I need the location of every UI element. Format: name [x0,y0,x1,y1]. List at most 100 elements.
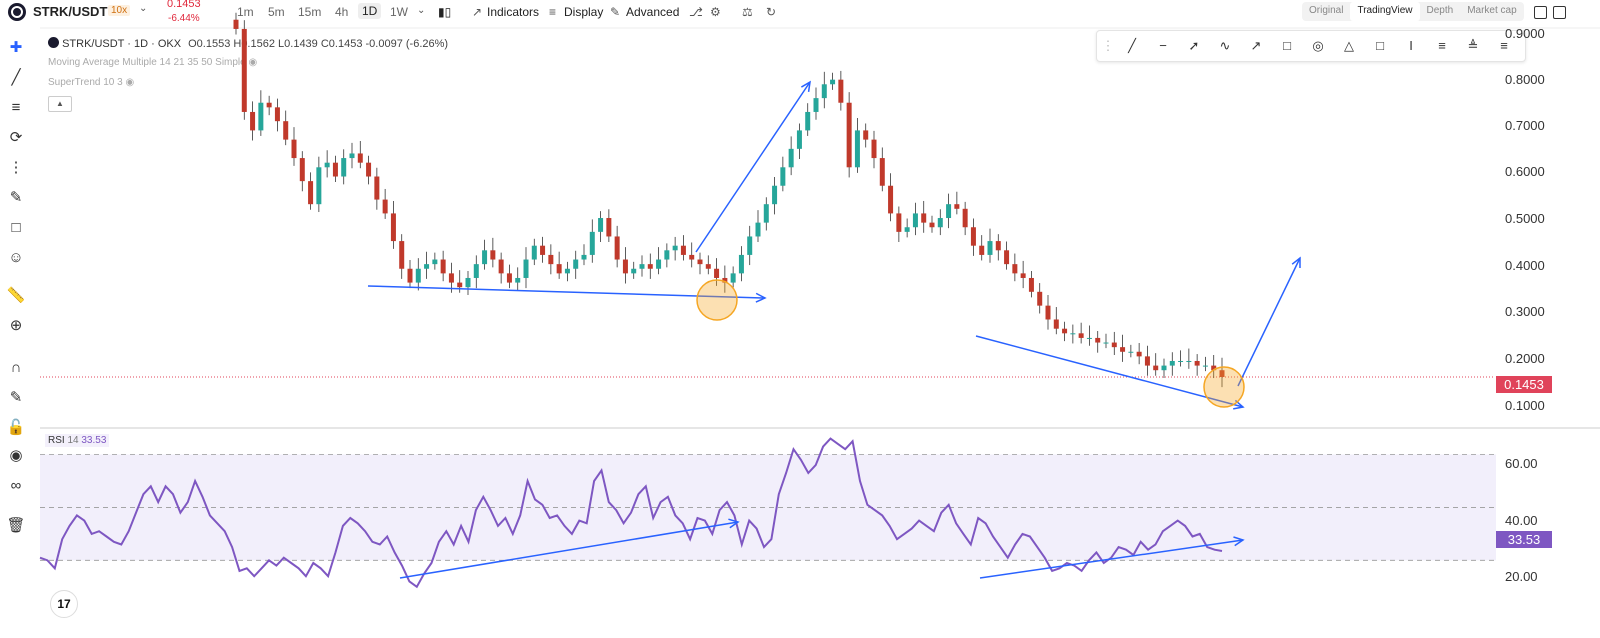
timeframe-1w[interactable]: 1W [390,5,408,19]
ma-indicator-label[interactable]: Moving Average Multiple 14 21 35 50 Simp… [48,57,257,68]
candle-body [1128,351,1134,353]
candle-body [929,222,935,228]
link-icon[interactable]: ∞ [10,477,22,494]
drawing-toolbar: ⋮ ╱ − ➚ ∿ ↗ □ ◎ △ □ I ≡ ≜ ≡ [1096,30,1526,62]
view-original-tab[interactable]: Original [1309,5,1344,16]
path-tool-icon[interactable]: ∿ [1219,38,1231,53]
collapse-legend-button[interactable]: ▲ [48,96,72,112]
advanced-icon[interactable]: ✎ [610,5,621,19]
candle-body [987,241,993,255]
candle-body [697,259,703,265]
arrow-tool-icon[interactable]: ↗ [1250,38,1262,53]
candle-body [581,254,587,260]
display-icon[interactable]: ≡ [549,5,557,19]
line-tool-icon[interactable]: ╱ [1128,38,1136,53]
candle-body [357,153,363,163]
timeframe-1d[interactable]: 1D [358,3,382,19]
crosshair-icon[interactable]: ✚ [9,39,23,56]
support-trendline-1 [367,285,766,299]
candle-body [606,218,612,237]
timeframe-more-icon[interactable]: ⌄ [417,5,426,16]
candle-body [904,227,910,232]
candle-body [937,218,943,228]
fib-tool-icon[interactable]: ≡ [11,99,21,116]
view-tradingview-tab[interactable]: TradingView [1350,2,1420,21]
view-depth-tab[interactable]: Depth [1426,5,1454,16]
rectangle-tool-icon[interactable]: □ [1283,38,1291,53]
compare-scale-icon[interactable]: ⚖ [742,5,753,19]
lock-icon[interactable]: 🔓 [6,419,26,436]
callout-tool-icon[interactable]: □ [1376,38,1384,53]
indicators-icon[interactable]: ↗ [472,5,483,19]
rsi-legend[interactable]: RSI 14 33.53 [45,434,110,447]
candle-body [912,213,918,228]
leverage-badge[interactable]: 10x [108,5,131,16]
timeframe-1m[interactable]: 1m [237,5,254,19]
candle-body [589,231,595,255]
last-price: 0.1453 [167,0,201,10]
brush-tool-icon[interactable]: ✎ [9,189,23,206]
pattern-tool-icon[interactable]: ⟳ [9,129,23,146]
text-tool-icon[interactable]: □ [11,219,21,236]
fullscreen-icon[interactable] [1553,6,1566,19]
supertrend-indicator-label[interactable]: SuperTrend 10 3 ◉ [48,77,134,88]
triangle-tool-icon[interactable]: △ [1344,38,1354,53]
timeframe-15m[interactable]: 15m [298,5,322,19]
candle-body [548,254,554,265]
candle-body [946,204,952,219]
trash-icon[interactable]: 🗑 [6,517,26,534]
ray-tool-icon[interactable]: ➚ [1188,38,1200,53]
eye-hidden-icon[interactable]: ◉ [248,57,258,68]
rsi-divergence-line-2-head [1233,536,1245,547]
lock-drawing-icon[interactable]: ✎ [9,389,23,406]
alert-icon[interactable]: ⎇ [689,5,703,19]
fib-retracement-icon[interactable]: ≡ [1500,38,1508,53]
eye-icon[interactable]: ◉ [9,447,23,464]
prediction-tool-icon[interactable]: ⋮ [8,159,24,176]
candle-body [390,213,396,242]
rsi-axis-tick: 20.00 [1505,569,1538,584]
chart-type-icon[interactable]: ▮▯ [438,5,452,19]
candle-body [1144,356,1150,366]
timeframe-4h[interactable]: 4h [335,5,349,19]
y-axis-tick: 0.9000 [1505,26,1545,41]
trendline-tool-icon[interactable]: ╱ [11,69,21,86]
circle-tool-icon[interactable]: ◎ [1312,38,1324,53]
eye-hidden-icon[interactable]: ◉ [125,77,135,88]
candle-body [871,139,877,159]
ma-indicator-text: Moving Average Multiple 14 21 35 50 Simp… [48,57,246,68]
ruler-icon[interactable]: 📏 [6,287,26,304]
breakout-arrow-2-head [1291,256,1301,269]
drag-handle-icon[interactable]: ⋮ [1101,38,1115,53]
highlight-circle [1203,366,1245,408]
timeframe-5m[interactable]: 5m [268,5,285,19]
horizontal-line-icon[interactable]: − [1159,38,1167,53]
advanced-button[interactable]: Advanced [626,5,680,19]
settings-gear-icon[interactable]: ⚙ [710,5,721,19]
text-cursor-icon[interactable]: I [1409,38,1413,53]
candle-body [432,259,438,265]
emoji-tool-icon[interactable]: ☺ [8,249,24,266]
parallel-channel-icon[interactable]: ≡ [1438,38,1446,53]
display-button[interactable]: Display [564,5,604,19]
fib-fan-icon[interactable]: ≜ [1467,38,1479,53]
view-marketcap-tab[interactable]: Market cap [1467,5,1517,16]
candle-body [846,102,852,168]
symbol-title[interactable]: STRK/USDT [33,4,108,19]
candle-body [780,167,786,186]
change-percent: -6.44% [168,13,200,24]
zoom-in-icon[interactable]: ⊕ [9,317,23,334]
layout-icon[interactable] [1534,6,1547,19]
candle-body [473,264,479,278]
candle-body [854,130,860,168]
indicators-button[interactable]: Indicators [487,5,540,19]
candle-body [1078,333,1084,338]
tradingview-logo[interactable]: 17 [50,590,78,618]
chevron-down-icon[interactable]: ⌄ [139,3,148,14]
magnet-icon[interactable]: ∩ [10,359,22,376]
legend-title[interactable]: STRK/USDT · 1D · OKX [62,38,182,50]
alert-add-icon[interactable]: ↻ [766,5,777,19]
breakout-arrow-1-head [800,80,811,93]
candle-body [738,254,744,274]
